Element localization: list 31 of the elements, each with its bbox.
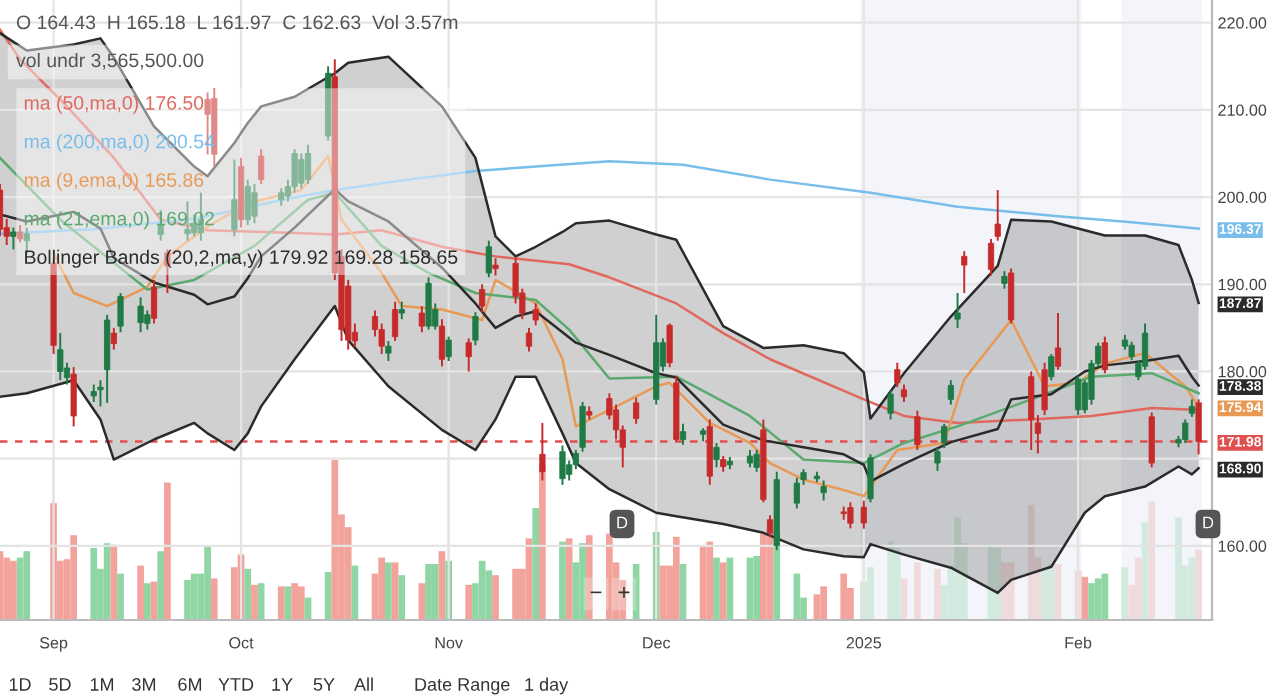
series-label: Bollinger Bands (20,2,ma,y) 179.92 169.28 158.65 (25, 249, 458, 268)
text: 5D (49, 678, 71, 691)
x-tick-label: Nov (435, 637, 463, 649)
text: 5Y (313, 678, 335, 691)
annotation: + (618, 586, 630, 598)
text: 3M (132, 678, 156, 691)
y-tick-label: 190.00 (1218, 278, 1267, 291)
y-tick-label: 160.00 (1218, 540, 1267, 552)
text: 1M (90, 678, 114, 691)
annotation: − (590, 591, 602, 594)
text: Date Range (415, 678, 510, 695)
text: 1 day (525, 677, 569, 695)
annotation: D (1203, 516, 1214, 529)
y-tick-label: 180.00 (1218, 366, 1267, 378)
text: YTD (218, 678, 254, 691)
x-tick-label: Dec (643, 637, 671, 649)
y-tick-label: 210.00 (1218, 104, 1267, 116)
text: 1D (9, 678, 31, 691)
y-tick-label: 220.00 (1218, 17, 1267, 29)
text: All (354, 677, 373, 691)
x-tick-label: Feb (1065, 636, 1092, 649)
text: 6M (178, 678, 202, 691)
x-tick-label: Oct (229, 637, 254, 649)
x-tick-label: Sep (39, 637, 68, 652)
x-tick-label: 2025 (846, 637, 882, 649)
series-label: ma (50,ma,0) 176.50 (24, 95, 204, 114)
y-tick-label: 200.00 (1218, 191, 1267, 204)
text: 1Y (272, 678, 293, 691)
annotation: D (617, 516, 628, 529)
series-label: ma (9,ema,0) 165.86 (24, 172, 204, 191)
annotation: O 164.43 H 165.18 L 161.97 C 162.63 Vol 3.57m (16, 14, 458, 30)
